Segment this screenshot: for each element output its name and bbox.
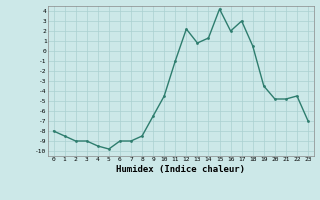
X-axis label: Humidex (Indice chaleur): Humidex (Indice chaleur) (116, 165, 245, 174)
